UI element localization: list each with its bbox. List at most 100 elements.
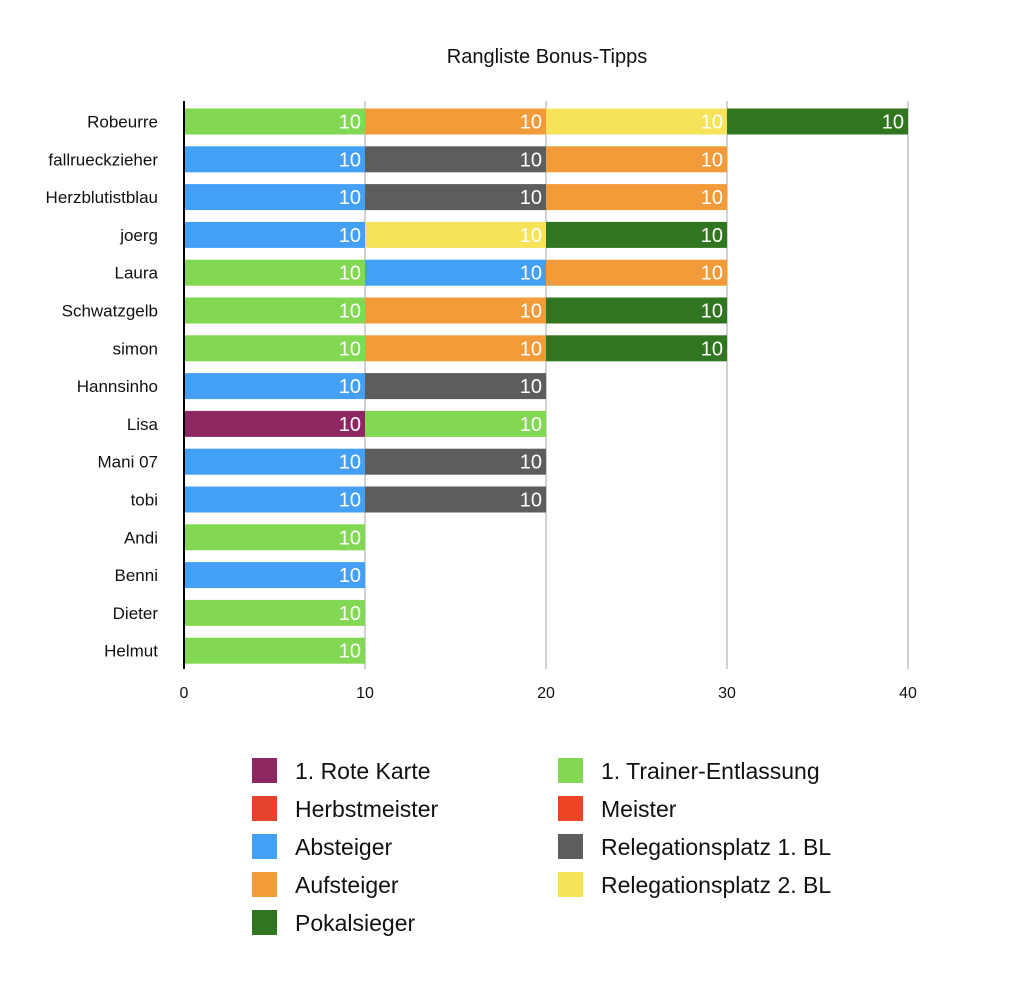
x-tick-label: 0 [180, 685, 189, 702]
bar-segment-1-rote-karte [184, 410, 365, 437]
category-label: Herzblutistblau [46, 188, 158, 207]
data-label: 10 [520, 376, 542, 398]
bar-segment-aufsteiger [365, 108, 546, 135]
data-labels: 10 10 10 10 10 10 10 10 10 10 10 10 10 10 10 10 10 10 10 10… [339, 112, 904, 663]
x-tick-label: 10 [356, 685, 374, 702]
legend-label: 1. Trainer-Entlassung [601, 758, 820, 784]
bar-segment-pokalsieger [546, 297, 727, 324]
legend-label: 1. Rote Karte [295, 758, 431, 784]
data-label: 10 [339, 414, 361, 436]
data-label: 10 [520, 452, 542, 474]
bar-segment-aufsteiger [546, 259, 727, 286]
bar-segment-relegationsplatz-1-bl [365, 448, 546, 475]
category-label: Hannsinho [77, 377, 158, 396]
legend: 1. Rote Karte Herbstmeister Absteiger Aufst… [252, 758, 831, 936]
bar-segment-1-trainer-entlassung [184, 335, 365, 362]
bar-segment-aufsteiger [365, 335, 546, 362]
data-label: 10 [520, 490, 542, 512]
data-label: 10 [882, 112, 904, 134]
chart-title: Rangliste Bonus-Tipps [447, 46, 647, 68]
bar-segment-1-trainer-entlassung [184, 637, 365, 664]
legend-label: Meister [601, 796, 677, 822]
legend-swatch-pokalsieger [252, 910, 277, 935]
bar-segment-absteiger [184, 184, 365, 211]
bar-segment-absteiger [184, 486, 365, 513]
category-labels: Robeurre fallrueckzieher Herzblutistblau jo… [46, 113, 159, 661]
bar-segment-absteiger [184, 221, 365, 248]
category-label: Mani 07 [98, 453, 158, 472]
bar-segment-absteiger [184, 373, 365, 400]
bar-segment-absteiger [184, 562, 365, 589]
category-label: simon [113, 339, 158, 358]
category-label: Schwatzgelb [62, 302, 158, 321]
bar-segment-relegationsplatz-2-bl [546, 108, 727, 135]
legend-label: Pokalsieger [295, 910, 416, 936]
bar-segment-pokalsieger [546, 221, 727, 248]
category-label: Lisa [127, 415, 159, 434]
bar-segment-absteiger [184, 146, 365, 173]
data-label: 10 [520, 338, 542, 360]
bar-segment-relegationsplatz-1-bl [365, 146, 546, 173]
legend-label: Relegationsplatz 1. BL [601, 834, 831, 860]
data-label: 10 [701, 225, 723, 247]
bar-segment-aufsteiger [365, 297, 546, 324]
data-label: 10 [339, 565, 361, 587]
data-label: 10 [701, 187, 723, 209]
data-label: 10 [339, 376, 361, 398]
category-label: fallrueckzieher [48, 150, 158, 169]
bar-segment-1-trainer-entlassung [184, 599, 365, 626]
category-label: Laura [115, 264, 159, 283]
legend-label: Relegationsplatz 2. BL [601, 872, 831, 898]
data-label: 10 [339, 149, 361, 171]
bar-segment-aufsteiger [546, 146, 727, 173]
bar-segment-1-trainer-entlassung [184, 259, 365, 286]
data-label: 10 [339, 641, 361, 663]
bar-segment-relegationsplatz-2-bl [365, 221, 546, 248]
bar-segment-1-trainer-entlassung [184, 524, 365, 551]
bar-segment-1-trainer-entlassung [184, 108, 365, 135]
legend-swatch-relegationsplatz-1-bl [558, 834, 583, 859]
data-label: 10 [339, 263, 361, 285]
category-label: Dieter [113, 604, 159, 623]
data-label: 10 [339, 527, 361, 549]
bar-segment-1-trainer-entlassung [184, 297, 365, 324]
data-label: 10 [520, 301, 542, 323]
category-label: joerg [119, 226, 158, 245]
legend-label: Aufsteiger [295, 872, 399, 898]
bar-segment-absteiger [184, 448, 365, 475]
data-label: 10 [339, 603, 361, 625]
data-label: 10 [339, 225, 361, 247]
data-label: 10 [520, 414, 542, 436]
bar-segment-relegationsplatz-1-bl [365, 184, 546, 211]
legend-swatch-1-rote-karte [252, 758, 277, 783]
legend-swatch-herbstmeister [252, 796, 277, 821]
x-tick-label: 20 [537, 685, 555, 702]
data-label: 10 [520, 225, 542, 247]
bars [184, 108, 908, 664]
x-tick-label: 30 [718, 685, 736, 702]
legend-swatch-1-trainer-entlassung [558, 758, 583, 783]
legend-label: Absteiger [295, 834, 393, 860]
bar-segment-relegationsplatz-1-bl [365, 373, 546, 400]
legend-swatch-relegationsplatz-2-bl [558, 872, 583, 897]
data-label: 10 [520, 263, 542, 285]
data-label: 10 [520, 187, 542, 209]
bar-segment-relegationsplatz-1-bl [365, 486, 546, 513]
x-tick-label: 40 [899, 685, 917, 702]
data-label: 10 [520, 112, 542, 134]
bar-segment-absteiger [365, 259, 546, 286]
legend-swatch-meister [558, 796, 583, 821]
data-label: 10 [339, 112, 361, 134]
data-label: 10 [701, 338, 723, 360]
data-label: 10 [701, 301, 723, 323]
category-label: tobi [131, 491, 158, 510]
data-label: 10 [520, 149, 542, 171]
data-label: 10 [339, 338, 361, 360]
category-label: Robeurre [87, 113, 158, 132]
x-axis-ticks: 0 10 20 30 40 [180, 685, 917, 702]
data-label: 10 [701, 149, 723, 171]
data-label: 10 [701, 112, 723, 134]
legend-swatch-aufsteiger [252, 872, 277, 897]
